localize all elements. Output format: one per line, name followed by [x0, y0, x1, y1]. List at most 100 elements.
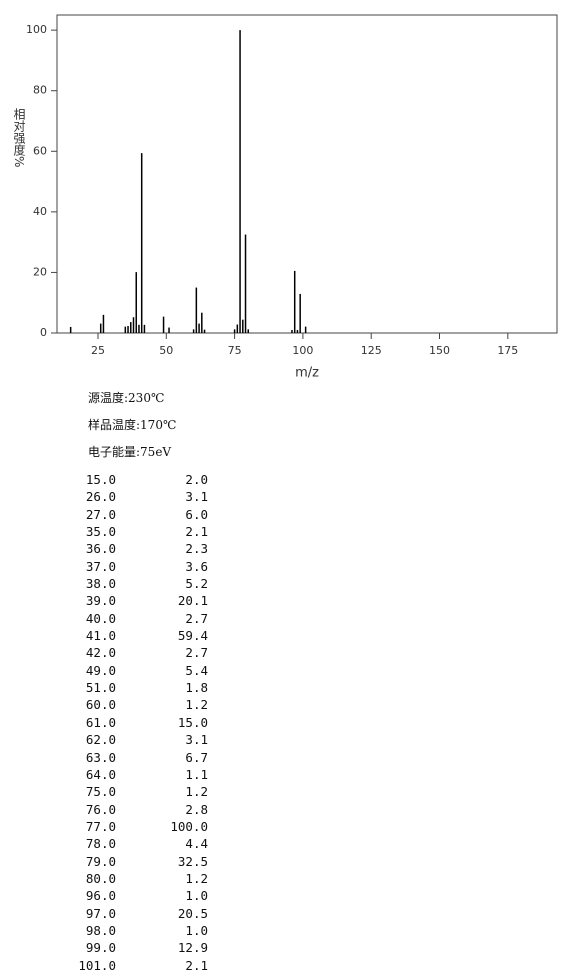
intensity-cell: 100.0: [170, 818, 208, 834]
intensity-cell: 1.2: [185, 870, 208, 886]
mz-cell: 26.0: [85, 489, 116, 505]
intensity-cell: 5.4: [185, 662, 208, 678]
mz-cell: 42.0: [85, 645, 116, 661]
mz-cell: 61.0: [85, 714, 116, 730]
intensity-cell: 12.9: [177, 940, 208, 956]
x-tick-label: 150: [429, 344, 450, 357]
table-row: 51.0 1.8: [60, 680, 208, 697]
mz-cell: 96.0: [85, 888, 116, 904]
table-row: 96.0 1.0: [60, 888, 208, 905]
x-tick-label: 175: [497, 344, 518, 357]
x-tick-label: 125: [361, 344, 382, 357]
intensity-cell: 1.8: [185, 680, 208, 696]
chart: m/z 0 20 40 60 80 100 25 50 75 100 125 150 175: [26, 14, 558, 381]
mz-cell: 39.0: [85, 593, 116, 609]
intensity-cell: 2.7: [185, 645, 208, 661]
table-row: 38.0 5.2: [60, 576, 208, 593]
table-row: 98.0 1.0: [60, 923, 208, 940]
mz-cell: 64.0: [85, 766, 116, 782]
intensity-cell: 2.7: [185, 610, 208, 626]
mz-cell: 98.0: [85, 922, 116, 938]
intensity-cell: 1.1: [185, 766, 208, 782]
intensity-cell: 2.1: [185, 957, 208, 973]
intensity-cell: 3.1: [185, 732, 208, 748]
table-row: 35.0 2.1: [60, 524, 208, 541]
table-row: 77.0 100.0: [60, 819, 208, 836]
x-tick-label: 75: [228, 344, 242, 357]
mz-cell: 15.0: [85, 472, 116, 487]
mz-cell: 37.0: [85, 558, 116, 574]
y-tick-label: 80: [33, 84, 47, 97]
table-row: 15.0 2.0: [60, 472, 208, 489]
table-row: 64.0 1.1: [60, 767, 208, 784]
mz-cell: 40.0: [85, 610, 116, 626]
intensity-cell: 20.5: [177, 905, 208, 921]
intensity-cell: 1.2: [185, 784, 208, 800]
intensity-cell: 6.7: [185, 749, 208, 765]
table-row: 61.0 15.0: [60, 715, 208, 732]
mz-cell: 75.0: [85, 784, 116, 800]
table-row: 26.0 3.1: [60, 489, 208, 506]
mz-cell: 38.0: [85, 576, 116, 592]
intensity-cell: 1.2: [185, 697, 208, 713]
x-axis-label: m/z: [295, 366, 319, 381]
mz-cell: 60.0: [85, 697, 116, 713]
table-row: 27.0 6.0: [60, 507, 208, 524]
x-tick-label: 25: [91, 344, 105, 357]
table-row: 79.0 32.5: [60, 854, 208, 871]
mz-cell: 99.0: [85, 940, 116, 956]
intensity-cell: 4.4: [185, 836, 208, 852]
table-row: 37.0 3.6: [60, 559, 208, 576]
intensity-cell: 3.1: [185, 489, 208, 505]
mz-cell: 80.0: [85, 870, 116, 886]
intensity-cell: 59.4: [177, 628, 208, 644]
table-row: 41.0 59.4: [60, 628, 208, 645]
plot-frame: [56, 14, 558, 334]
intensity-cell: 2.3: [185, 541, 208, 557]
mz-cell: 62.0: [85, 732, 116, 748]
table-row: 101.0 2.1: [60, 958, 208, 975]
table-row: 42.0 2.7: [60, 645, 208, 662]
table-row: 62.0 3.1: [60, 732, 208, 749]
y-tick-label: 60: [33, 144, 47, 157]
mz-cell: 49.0: [85, 662, 116, 678]
info-line: 源温度:230℃: [88, 391, 165, 405]
intensity-cell: 32.5: [177, 853, 208, 869]
intensity-cell: 1.0: [185, 922, 208, 938]
intensity-cell: 2.1: [185, 524, 208, 540]
table-row: 49.0 5.4: [60, 663, 208, 680]
intensity-cell: 15.0: [177, 714, 208, 730]
y-tick-label: 20: [33, 265, 47, 278]
intensity-cell: 2.8: [185, 801, 208, 817]
mz-cell: 63.0: [85, 749, 116, 765]
table-row: 39.0 20.1: [60, 593, 208, 610]
mz-cell: 27.0: [85, 506, 116, 522]
table-row: 76.0 2.8: [60, 802, 208, 819]
mz-cell: 76.0: [85, 801, 116, 817]
y-tick-label: 40: [33, 205, 47, 218]
info-line: 电子能量:75eV: [88, 445, 172, 459]
mz-cell: 78.0: [85, 836, 116, 852]
mz-cell: 41.0: [85, 628, 116, 644]
mz-cell: 51.0: [85, 680, 116, 696]
mz-cell: 36.0: [85, 541, 116, 557]
intensity-cell: 1.0: [185, 888, 208, 904]
y-tick-label: 0: [40, 326, 47, 339]
table-row: 75.0 1.2: [60, 784, 208, 801]
mz-cell: 97.0: [85, 905, 116, 921]
intensity-cell: 5.2: [185, 576, 208, 592]
mz-cell: 79.0: [85, 853, 116, 869]
table-row: 60.0 1.2: [60, 697, 208, 714]
table-row: 63.0 6.7: [60, 750, 208, 767]
intensity-cell: 2.0: [185, 472, 208, 487]
mz-cell: 35.0: [85, 524, 116, 540]
table-row: 78.0 4.4: [60, 836, 208, 853]
x-tick-label: 100: [292, 344, 313, 357]
mz-cell: 77.0: [85, 818, 116, 834]
table-row: 97.0 20.5: [60, 906, 208, 923]
table-row: 36.0 2.3: [60, 541, 208, 558]
intensity-cell: 20.1: [177, 593, 208, 609]
info-line: 样品温度:170℃: [88, 418, 177, 432]
mz-cell: 101.0: [78, 957, 116, 973]
